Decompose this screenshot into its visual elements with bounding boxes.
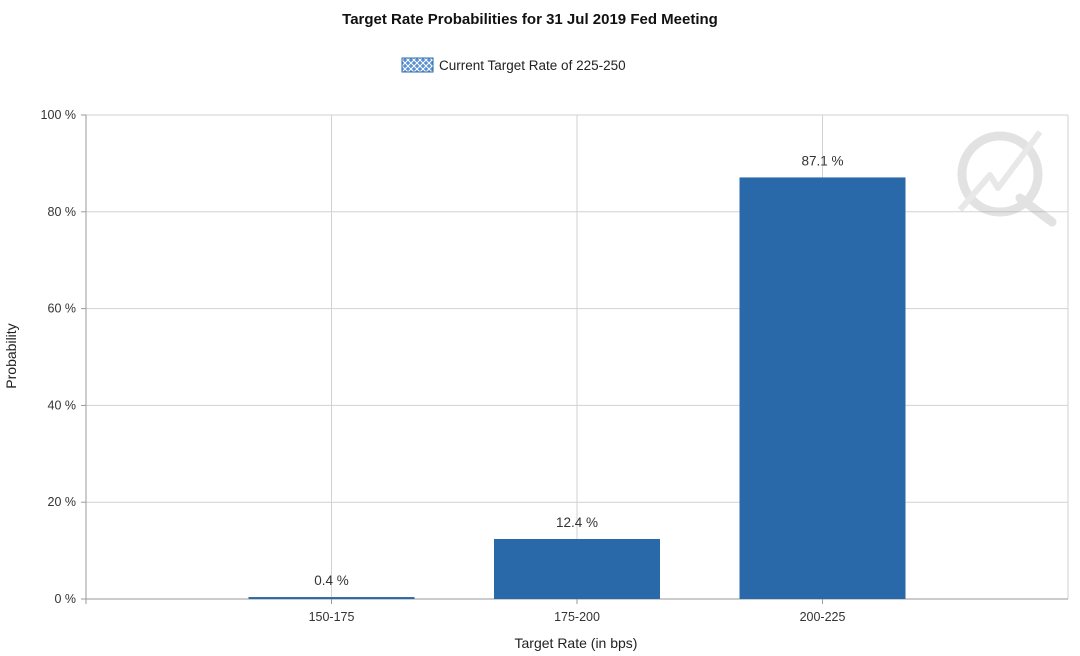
bars <box>248 177 906 599</box>
y-axis-label: Probability <box>3 323 19 388</box>
data-label: 87.1 % <box>801 153 843 168</box>
x-tick-label: 150-175 <box>309 610 355 624</box>
legend-swatch <box>401 57 434 73</box>
y-tick-label: 20 % <box>48 495 77 509</box>
y-tick-label: 80 % <box>48 205 77 219</box>
data-label: 12.4 % <box>556 515 598 530</box>
legend: Current Target Rate of 225-250 <box>401 57 626 73</box>
x-axis-ticks: 150-175 175-200 200-225 <box>309 599 846 624</box>
chart-title: Target Rate Probabilities for 31 Jul 201… <box>342 11 718 28</box>
y-tick-label: 60 % <box>48 302 77 316</box>
y-tick-label: 100 % <box>41 108 76 122</box>
x-tick-label: 200-225 <box>800 610 846 624</box>
x-axis-label: Target Rate (in bps) <box>515 635 638 651</box>
bar-150-175 <box>248 597 415 599</box>
bar-200-225 <box>739 177 906 599</box>
y-axis-ticks: 0 % 20 % 40 % 60 % 80 % 100 % <box>41 108 86 606</box>
x-tick-label: 175-200 <box>554 610 600 624</box>
data-labels: 0.4 % 12.4 % 87.1 % <box>314 153 843 588</box>
legend-label: Current Target Rate of 225-250 <box>439 58 626 73</box>
bar-175-200 <box>494 538 660 599</box>
logo-watermark <box>957 130 1057 227</box>
y-tick-label: 0 % <box>54 592 76 606</box>
data-label: 0.4 % <box>314 573 349 588</box>
y-tick-label: 40 % <box>48 398 77 412</box>
